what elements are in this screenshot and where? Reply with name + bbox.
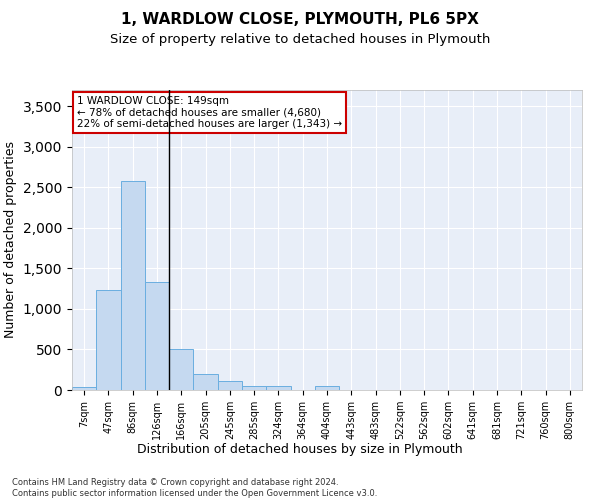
Bar xyxy=(193,374,218,390)
Text: Distribution of detached houses by size in Plymouth: Distribution of detached houses by size … xyxy=(137,442,463,456)
Text: 1, WARDLOW CLOSE, PLYMOUTH, PL6 5PX: 1, WARDLOW CLOSE, PLYMOUTH, PL6 5PX xyxy=(121,12,479,28)
Bar xyxy=(242,386,266,390)
Bar xyxy=(96,290,121,390)
Bar xyxy=(169,350,193,390)
Text: Size of property relative to detached houses in Plymouth: Size of property relative to detached ho… xyxy=(110,32,490,46)
Bar xyxy=(266,386,290,390)
Bar xyxy=(72,387,96,390)
Bar xyxy=(121,181,145,390)
Bar xyxy=(218,381,242,390)
Text: Contains HM Land Registry data © Crown copyright and database right 2024.
Contai: Contains HM Land Registry data © Crown c… xyxy=(12,478,377,498)
Bar xyxy=(315,386,339,390)
Bar xyxy=(145,282,169,390)
Y-axis label: Number of detached properties: Number of detached properties xyxy=(4,142,17,338)
Text: 1 WARDLOW CLOSE: 149sqm
← 78% of detached houses are smaller (4,680)
22% of semi: 1 WARDLOW CLOSE: 149sqm ← 78% of detache… xyxy=(77,96,342,129)
